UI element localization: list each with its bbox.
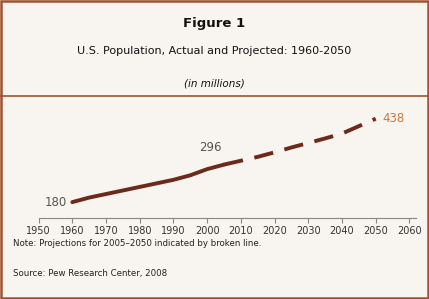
Text: (in millions): (in millions) (184, 78, 245, 89)
Text: 296: 296 (199, 141, 221, 153)
Text: Figure 1: Figure 1 (184, 17, 245, 30)
Text: 180: 180 (45, 196, 67, 209)
Text: Source: Pew Research Center, 2008: Source: Pew Research Center, 2008 (13, 269, 167, 278)
Text: 438: 438 (383, 112, 405, 125)
Text: U.S. Population, Actual and Projected: 1960-2050: U.S. Population, Actual and Projected: 1… (77, 46, 352, 56)
Text: Note: Projections for 2005–2050 indicated by broken line.: Note: Projections for 2005–2050 indicate… (13, 239, 261, 248)
